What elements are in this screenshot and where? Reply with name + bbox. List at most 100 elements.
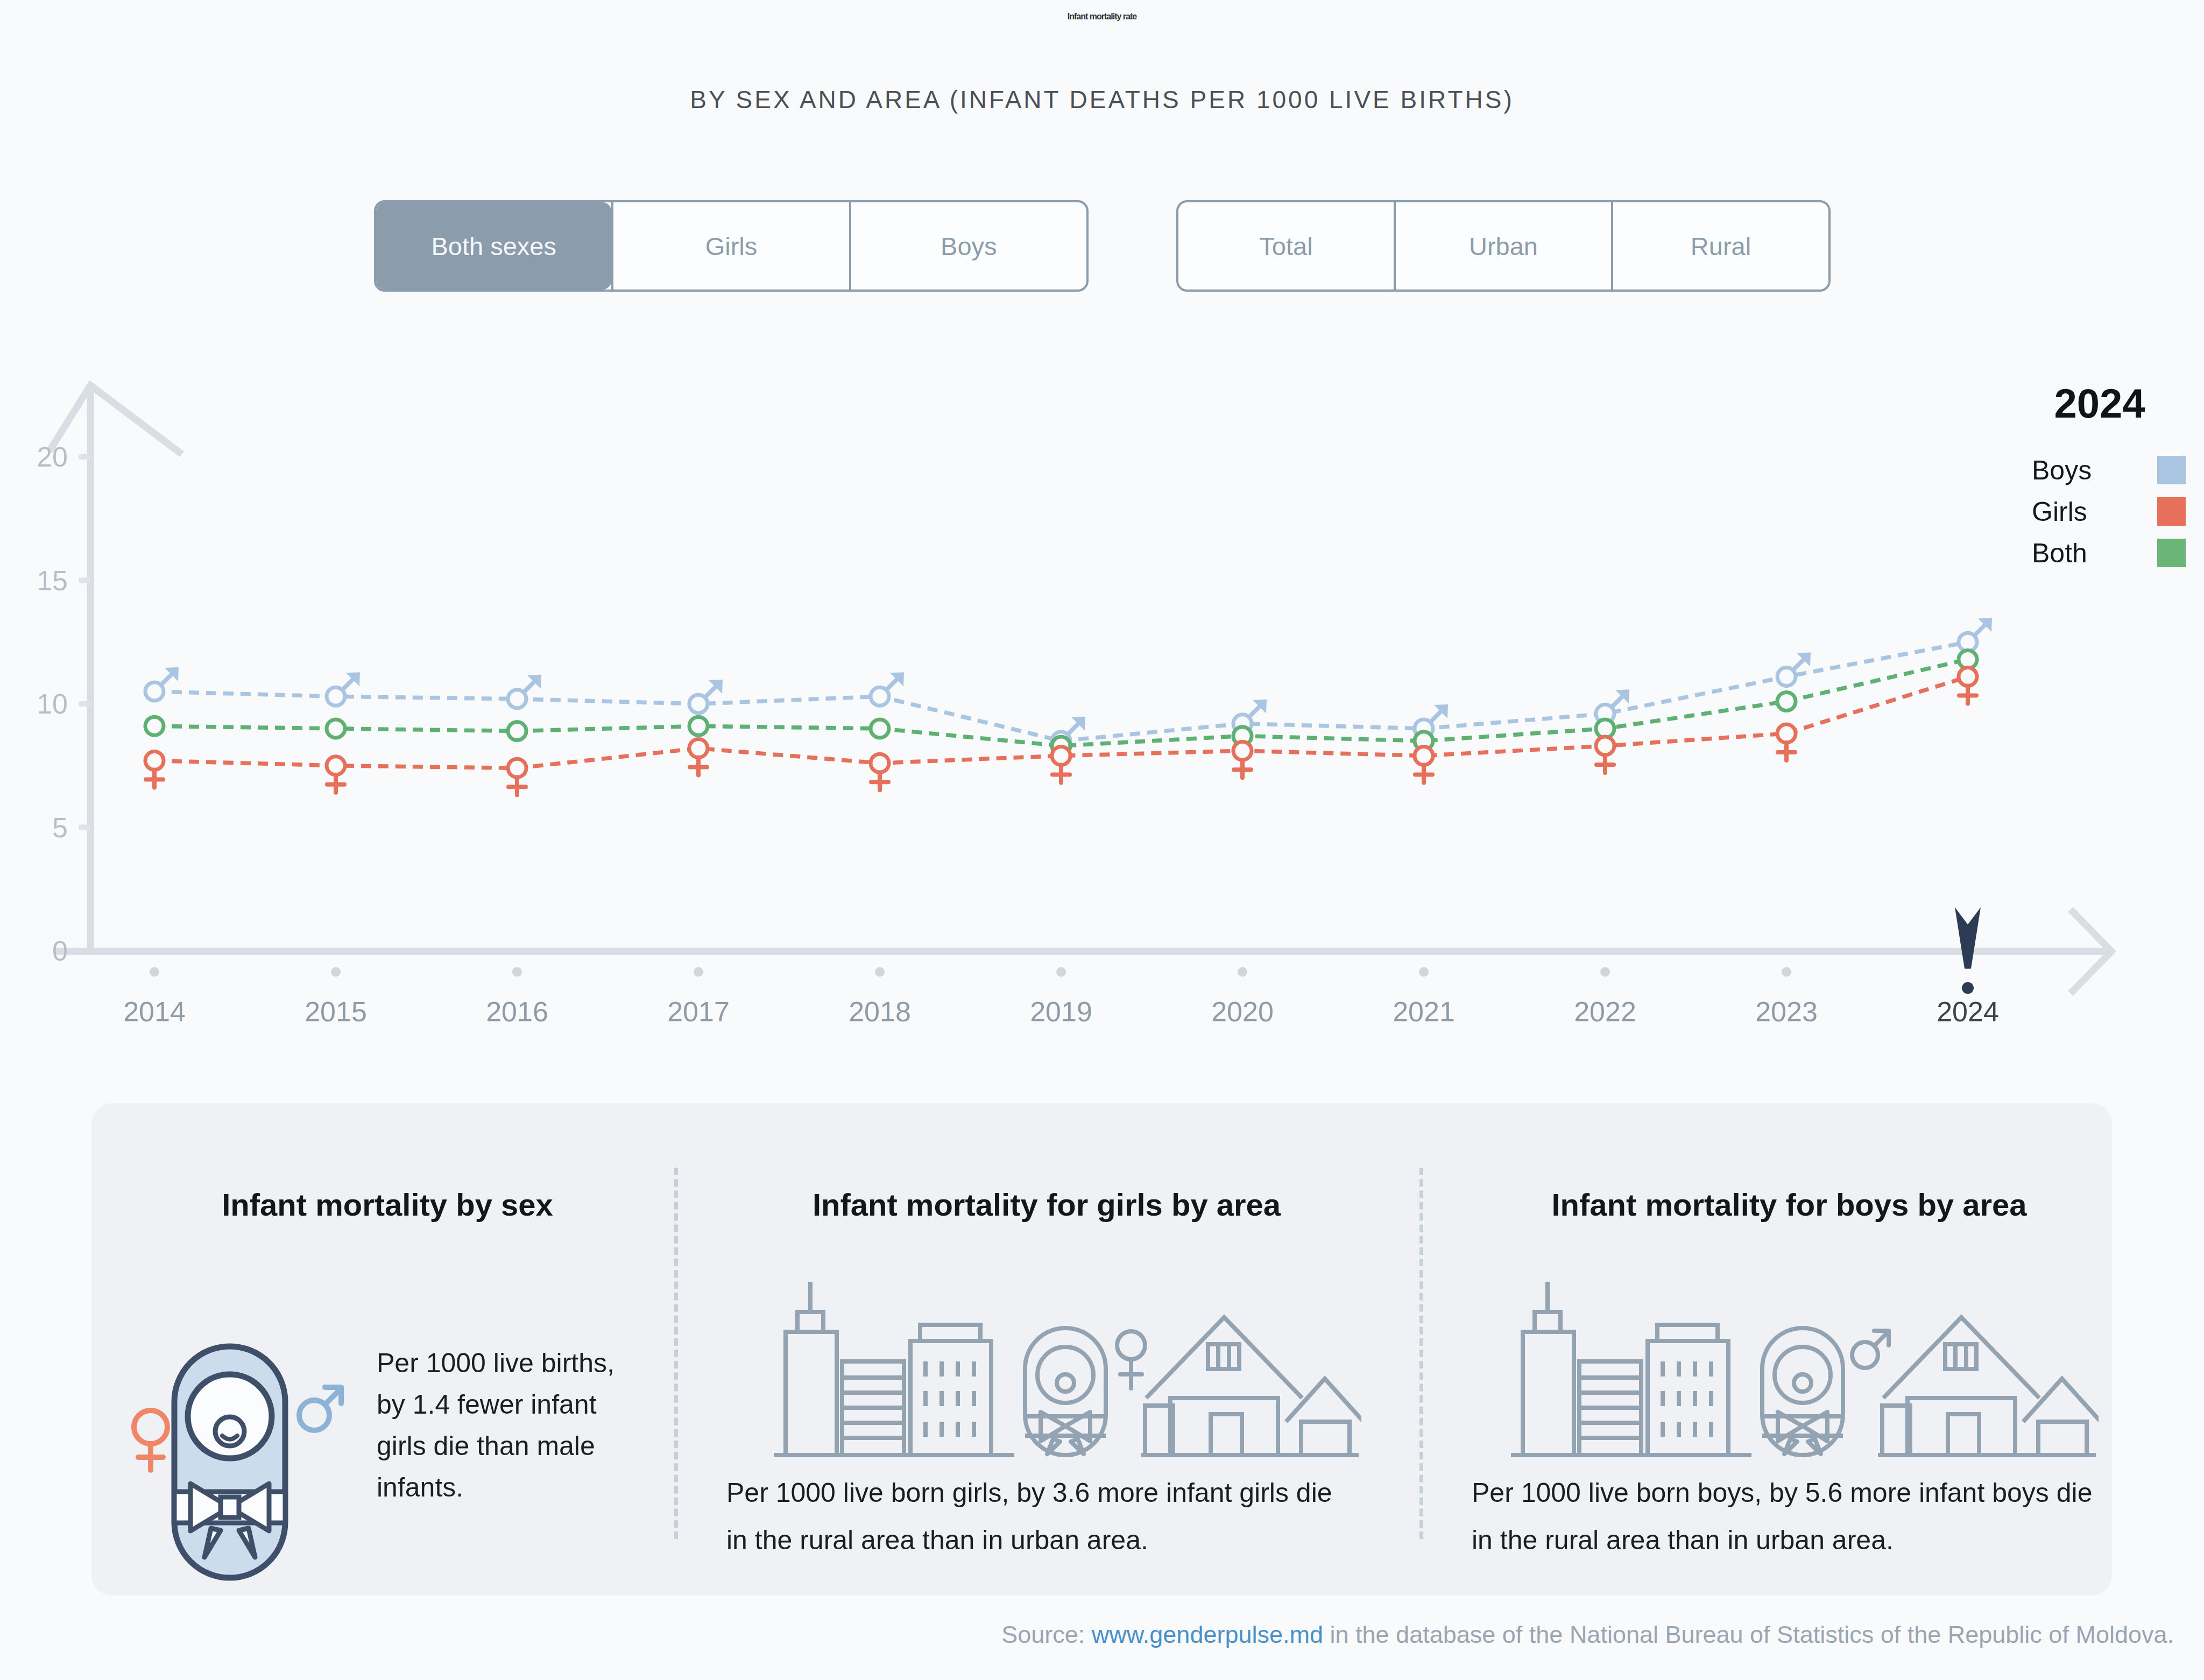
point-girls-2015[interactable] [327,757,345,793]
card-divider-2 [1419,1168,1423,1539]
card-title-boys-by-area: Infant mortality for boys by area [1453,1187,2125,1223]
year-dot-2016 [512,967,522,977]
y-tick-label-15: 15 [37,565,68,596]
legend-label-girls: Girls [2032,496,2087,527]
x-label-2021[interactable]: 2021 [1393,996,1455,1027]
point-boys-2018[interactable] [871,672,904,705]
point-boys-2017[interactable] [689,680,723,713]
chart-legend: 2024 Boys Girls Both [2014,380,2186,574]
area-filter-total[interactable]: Total [1178,202,1394,290]
year-dot-2018 [875,967,885,977]
point-boys-2016[interactable] [508,675,541,708]
point-boys-2024[interactable] [1959,618,1992,651]
x-label-2015[interactable]: 2015 [305,996,367,1027]
card-title-by-sex: Infant mortality by sex [156,1187,619,1223]
source-line: Source: www.genderpulse.md in the databa… [1001,1621,2174,1649]
point-girls-2017[interactable] [689,739,708,775]
page-title: Infant mortality rate [0,12,2204,22]
legend-swatch-both-icon [2157,539,2186,567]
sex-filter-group: Both sexes Girls Boys [374,200,1089,292]
point-both-2017[interactable] [689,717,708,735]
point-girls-2018[interactable] [871,754,889,790]
point-boys-2014[interactable] [145,667,179,701]
point-girls-2020[interactable] [1233,742,1252,778]
male-symbol-icon [1852,1331,1889,1368]
card-title-girls-by-area: Infant mortality for girls by area [710,1187,1383,1223]
point-girls-2016[interactable] [508,759,526,795]
baby-icon [1025,1328,1106,1455]
area-filter-rural[interactable]: Rural [1611,202,1828,290]
point-girls-2019[interactable] [1052,746,1070,782]
selected-year-dot [1962,982,1974,994]
sex-filter-girls[interactable]: Girls [611,202,849,290]
city-buildings-icon [1511,1282,1751,1455]
y-tick-20 [79,454,90,460]
point-boys-2022[interactable] [1596,689,1629,723]
point-both-2023[interactable] [1777,692,1796,710]
source-link[interactable]: www.genderpulse.md [1092,1621,1323,1648]
source-suffix: in the database of the National Bureau o… [1323,1621,2174,1648]
sex-filter-boys[interactable]: Boys [849,202,1086,290]
x-label-2023[interactable]: 2023 [1755,996,1818,1027]
year-dot-2020 [1238,967,1247,977]
point-both-2015[interactable] [327,719,345,738]
legend-swatch-girls-icon [2157,497,2186,526]
legend-label-both: Both [2032,538,2087,569]
point-girls-2022[interactable] [1596,737,1614,773]
baby-icon [1762,1328,1843,1455]
year-dot-2023 [1782,967,1791,977]
x-label-2014[interactable]: 2014 [123,996,186,1027]
point-boys-2015[interactable] [327,672,360,705]
card-text-girls-by-area: Per 1000 live born girls, by 3.6 more in… [726,1469,1410,1564]
selected-year-pointer-icon[interactable] [1955,907,1981,969]
series-line-boys [154,642,1968,741]
legend-label-boys: Boys [2032,455,2092,486]
x-label-2020[interactable]: 2020 [1211,996,1274,1027]
point-girls-2024[interactable] [1959,668,1977,704]
y-tick-label-10: 10 [37,688,68,719]
card-text-boys-by-area: Per 1000 live born boys, by 5.6 more inf… [1472,1469,2155,1564]
legend-item-both[interactable]: Both [2014,532,2186,574]
area-filter-urban[interactable]: Urban [1394,202,1611,290]
point-boys-2023[interactable] [1777,653,1811,686]
y-tick-10 [79,701,90,707]
point-both-2018[interactable] [871,719,889,738]
x-axis-arrow-icon [2071,909,2111,993]
area-filter-group: Total Urban Rural [1176,200,1831,292]
swaddled-baby-icon [174,1346,285,1578]
female-symbol-icon [1117,1331,1145,1388]
insight-cards-panel: Infant mortality by sex Per 1 [91,1103,2112,1596]
point-girls-2023[interactable] [1777,724,1796,760]
y-tick-label-20: 20 [37,441,68,472]
x-label-2019[interactable]: 2019 [1030,996,1092,1027]
city-buildings-icon [774,1282,1014,1455]
year-dot-2017 [694,967,703,977]
legend-item-boys[interactable]: Boys [2014,449,2186,491]
year-dot-2015 [331,967,341,977]
legend-item-girls[interactable]: Girls [2014,491,2186,532]
point-both-2016[interactable] [508,722,526,740]
point-girls-2021[interactable] [1415,746,1433,782]
x-label-2022[interactable]: 2022 [1574,996,1636,1027]
female-symbol-icon [134,1410,167,1470]
y-tick-label-0: 0 [52,935,68,966]
year-dot-2021 [1419,967,1429,977]
urban-rural-girls-icon [769,1281,1361,1458]
y-tick-15 [79,578,90,583]
x-label-2024[interactable]: 2024 [1937,996,1999,1027]
year-dot-2019 [1056,967,1066,977]
y-axis-arrow-icon [50,385,182,454]
point-girls-2014[interactable] [145,752,164,788]
page-subtitle: BY SEX AND AREA (INFANT DEATHS PER 1000 … [0,85,2204,114]
legend-year-label: 2024 [2014,380,2186,427]
x-label-2018[interactable]: 2018 [849,996,911,1027]
x-label-2017[interactable]: 2017 [667,996,730,1027]
houses-icon [1878,1317,2099,1455]
y-tick-5 [79,825,90,830]
sex-filter-both-sexes[interactable]: Both sexes [376,202,611,290]
point-both-2014[interactable] [145,717,164,735]
year-dot-2022 [1600,967,1610,977]
infant-mortality-dashboard: Infant mortality rate BY SEX AND AREA (I… [0,0,2204,1680]
houses-icon [1141,1317,1361,1455]
x-label-2016[interactable]: 2016 [486,996,548,1027]
